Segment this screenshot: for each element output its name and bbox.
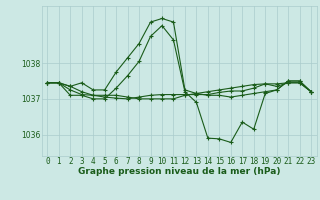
X-axis label: Graphe pression niveau de la mer (hPa): Graphe pression niveau de la mer (hPa) [78,167,280,176]
